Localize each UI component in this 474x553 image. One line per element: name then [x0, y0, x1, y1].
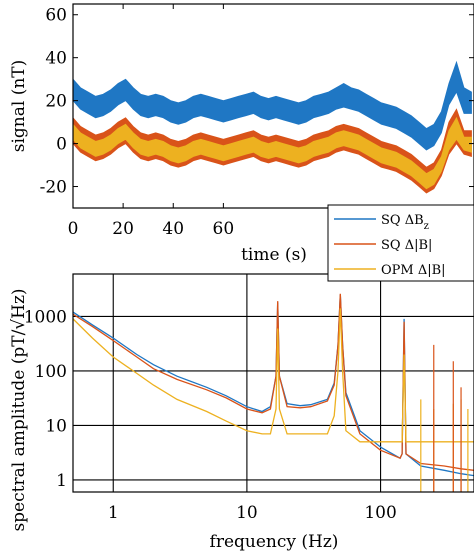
spectrum-panel: 1 10 100 1000 1 10 100 frequency (Hz) spectra…	[9, 273, 474, 552]
spectrum-y-tick-label: 1	[56, 471, 67, 491]
time-series-panel: -20 0 20 40 60 0 20 40 60 time (s) signal (nT)	[9, 3, 474, 265]
spectrum-x-tick-label: 100	[364, 503, 396, 523]
spectrum-y-tick-label: 100	[35, 362, 67, 382]
time-series-x-ticks: 0 20 40 60	[68, 4, 235, 239]
spectrum-x-ticks: 1 10 100	[108, 503, 397, 523]
legend-label-subscript: z	[424, 221, 429, 232]
spectrum-line-2	[72, 308, 474, 443]
time-series-areas	[72, 60, 472, 194]
spectrum-lines	[72, 293, 474, 492]
spectrum-y-tick-label: 10	[45, 416, 67, 436]
time-series-x-tick-label: 40	[162, 219, 184, 239]
time-series-band-2	[72, 116, 472, 190]
time-series-frame	[72, 3, 474, 209]
time-series-y-tick-label: 20	[45, 92, 67, 112]
spectrum-x-tick-label: 10	[236, 503, 258, 523]
time-series-x-label: time (s)	[241, 245, 307, 265]
time-series-x-tick-label: 0	[68, 219, 79, 239]
legend: SQ ΔBz SQ Δ|B| OPM Δ|B|	[327, 204, 474, 282]
time-series-x-tick-label: 20	[112, 219, 134, 239]
time-series-x-tick-label: 60	[213, 219, 235, 239]
spectrum-grid	[73, 274, 474, 492]
spectrum-x-label: frequency (Hz)	[210, 532, 339, 552]
time-series-y-tick-label: 0	[56, 135, 67, 155]
spectrum-line-1	[72, 293, 474, 471]
time-series-y-tick-label: 40	[45, 49, 67, 69]
spectrum-line-0	[72, 294, 474, 477]
spectrum-y-label: spectral amplitude (pT/√Hz)	[9, 288, 29, 531]
spectrum-y-ticks: 1 10 100 1000	[24, 307, 67, 491]
legend-items: SQ ΔBz SQ Δ|B| OPM Δ|B|	[334, 213, 446, 278]
time-series-y-tick-label: -20	[40, 178, 67, 198]
legend-label: SQ Δ|B|	[381, 238, 432, 253]
spectrum-y-tick-label: 1000	[24, 307, 67, 327]
time-series-y-ticks: -20 0 20 40 60	[40, 6, 474, 198]
time-series-y-tick-label: 60	[45, 6, 67, 26]
time-series-band-0	[72, 60, 472, 151]
spectrum-x-tick-label: 1	[108, 503, 119, 523]
legend-label: SQ ΔBz	[381, 213, 429, 232]
spectrum-frame	[72, 273, 474, 493]
legend-label: OPM Δ|B|	[381, 263, 446, 278]
time-series-y-label: signal (nT)	[9, 60, 29, 153]
